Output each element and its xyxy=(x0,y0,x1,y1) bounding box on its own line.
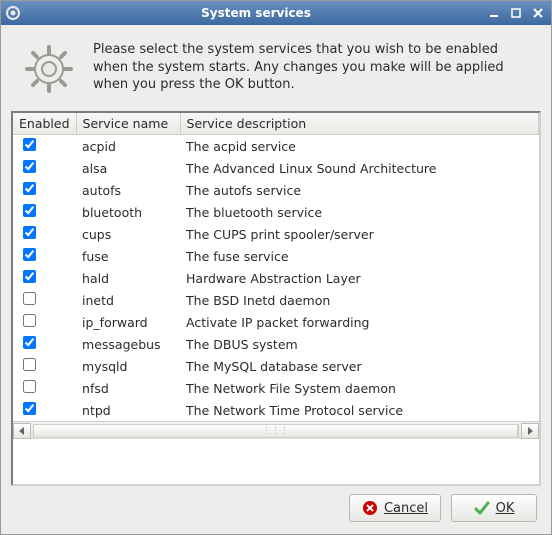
cell-service-desc: The autofs service xyxy=(180,179,538,201)
cell-service-name: mysqld xyxy=(76,355,180,377)
enabled-checkbox[interactable] xyxy=(23,226,36,239)
table-row[interactable]: inetdThe BSD Inetd daemon xyxy=(13,289,539,311)
table-row[interactable]: alsaThe Advanced Linux Sound Architectur… xyxy=(13,157,539,179)
dialog-window: System services xyxy=(0,0,552,535)
cell-service-name: bluetooth xyxy=(76,201,180,223)
cell-service-name: alsa xyxy=(76,157,180,179)
cell-enabled xyxy=(13,135,76,158)
app-icon xyxy=(5,5,21,21)
cell-enabled xyxy=(13,179,76,201)
cell-service-desc: The DBUS system xyxy=(180,333,538,355)
services-table-container: Enabled Service name Service description… xyxy=(11,111,541,486)
cell-service-desc: The bluetooth service xyxy=(180,201,538,223)
enabled-checkbox[interactable] xyxy=(23,182,36,195)
intro-section: Please select the system services that y… xyxy=(11,35,541,111)
scroll-left-button[interactable] xyxy=(13,423,31,439)
enabled-checkbox[interactable] xyxy=(23,138,36,151)
cell-service-name: autofs xyxy=(76,179,180,201)
table-row[interactable]: bluetoothThe bluetooth service xyxy=(13,201,539,223)
cell-service-desc: The BSD Inetd daemon xyxy=(180,289,538,311)
cell-service-name: nfsd xyxy=(76,377,180,399)
ok-label: OK xyxy=(496,501,515,516)
cell-service-name: hald xyxy=(76,267,180,289)
enabled-checkbox[interactable] xyxy=(23,314,36,327)
ok-button[interactable]: OK xyxy=(451,494,537,522)
table-row[interactable]: autofsThe autofs service xyxy=(13,179,539,201)
cell-enabled xyxy=(13,355,76,377)
maximize-button[interactable] xyxy=(507,5,525,21)
enabled-checkbox[interactable] xyxy=(23,160,36,173)
close-button[interactable] xyxy=(529,5,547,21)
window-title: System services xyxy=(27,6,485,20)
cell-service-name: fuse xyxy=(76,245,180,267)
cancel-icon xyxy=(362,500,378,516)
cell-enabled xyxy=(13,399,76,421)
cell-enabled xyxy=(13,377,76,399)
table-row[interactable]: haldHardware Abstraction Layer xyxy=(13,267,539,289)
cell-enabled xyxy=(13,157,76,179)
ok-icon xyxy=(474,500,490,516)
cell-enabled xyxy=(13,267,76,289)
table-row[interactable]: nfsdThe Network File System daemon xyxy=(13,377,539,399)
cell-service-name: ntpd xyxy=(76,399,180,421)
cell-service-desc: The fuse service xyxy=(180,245,538,267)
cell-service-name: ip_forward xyxy=(76,311,180,333)
table-row[interactable]: acpidThe acpid service xyxy=(13,135,539,158)
cell-enabled xyxy=(13,333,76,355)
enabled-checkbox[interactable] xyxy=(23,248,36,261)
enabled-checkbox[interactable] xyxy=(23,270,36,283)
dialog-content: Please select the system services that y… xyxy=(1,25,551,534)
cell-enabled xyxy=(13,201,76,223)
cell-enabled xyxy=(13,311,76,333)
table-row[interactable]: ntpdThe Network Time Protocol service xyxy=(13,399,539,421)
table-row[interactable]: messagebusThe DBUS system xyxy=(13,333,539,355)
cell-service-desc: The Advanced Linux Sound Architecture xyxy=(180,157,538,179)
cell-service-desc: The acpid service xyxy=(180,135,538,158)
cell-service-desc: The MySQL database server xyxy=(180,355,538,377)
scrollbar-track[interactable]: ⋮⋮⋮ xyxy=(33,424,519,438)
enabled-checkbox[interactable] xyxy=(23,380,36,393)
cancel-label: Cancel xyxy=(384,501,428,516)
horizontal-scrollbar[interactable]: ⋮⋮⋮ xyxy=(13,421,539,439)
cancel-button[interactable]: Cancel xyxy=(349,494,441,522)
cell-enabled xyxy=(13,223,76,245)
cell-service-desc: The Network File System daemon xyxy=(180,377,538,399)
window-controls xyxy=(485,5,547,21)
titlebar[interactable]: System services xyxy=(1,1,551,25)
gear-icon xyxy=(21,41,77,97)
scroll-right-button[interactable] xyxy=(521,423,539,439)
enabled-checkbox[interactable] xyxy=(23,358,36,371)
dialog-buttons: Cancel OK xyxy=(11,486,541,524)
cell-service-desc: The Network Time Protocol service xyxy=(180,399,538,421)
table-row[interactable]: mysqldThe MySQL database server xyxy=(13,355,539,377)
column-enabled[interactable]: Enabled xyxy=(13,113,76,135)
cell-service-name: cups xyxy=(76,223,180,245)
enabled-checkbox[interactable] xyxy=(23,402,36,415)
enabled-checkbox[interactable] xyxy=(23,336,36,349)
enabled-checkbox[interactable] xyxy=(23,204,36,217)
cell-service-name: messagebus xyxy=(76,333,180,355)
cell-enabled xyxy=(13,289,76,311)
cell-service-name: inetd xyxy=(76,289,180,311)
minimize-button[interactable] xyxy=(485,5,503,21)
enabled-checkbox[interactable] xyxy=(23,292,36,305)
column-service-name[interactable]: Service name xyxy=(76,113,180,135)
cell-service-desc: Activate IP packet forwarding xyxy=(180,311,538,333)
column-service-desc[interactable]: Service description xyxy=(180,113,538,135)
cell-enabled xyxy=(13,245,76,267)
scrollbar-thumb[interactable]: ⋮⋮⋮ xyxy=(34,425,518,437)
table-row[interactable]: ip_forwardActivate IP packet forwarding xyxy=(13,311,539,333)
table-row[interactable]: fuseThe fuse service xyxy=(13,245,539,267)
cell-service-desc: The CUPS print spooler/server xyxy=(180,223,538,245)
cell-service-name: acpid xyxy=(76,135,180,158)
cell-service-desc: Hardware Abstraction Layer xyxy=(180,267,538,289)
services-table: Enabled Service name Service description… xyxy=(13,113,539,421)
table-row[interactable]: cupsThe CUPS print spooler/server xyxy=(13,223,539,245)
intro-text: Please select the system services that y… xyxy=(93,41,531,94)
